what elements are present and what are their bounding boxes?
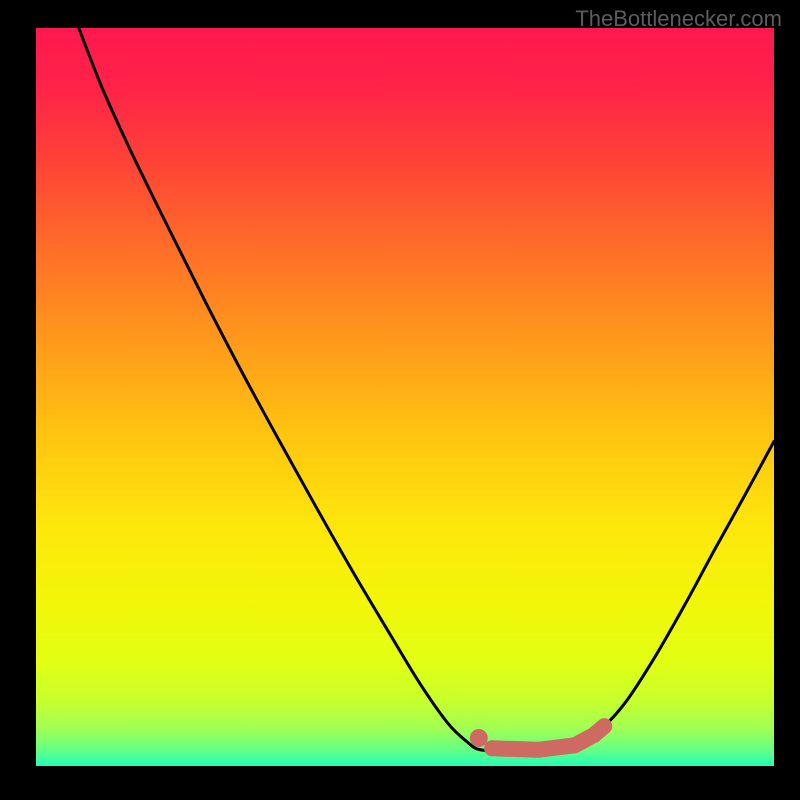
watermark-text: TheBottlenecker.com bbox=[575, 6, 782, 32]
chart-highlight-segment bbox=[36, 28, 774, 766]
chart-plot-area bbox=[36, 28, 774, 766]
